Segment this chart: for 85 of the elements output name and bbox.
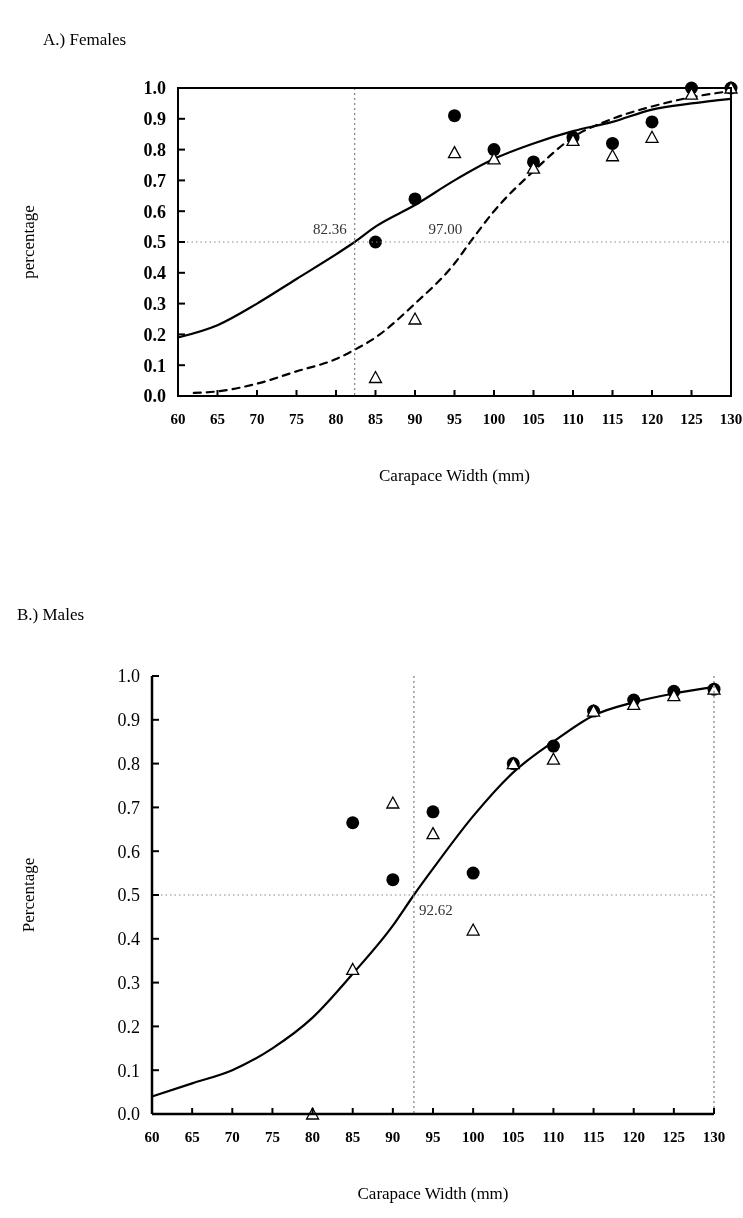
x-tick-label: 105 [502, 1129, 525, 1145]
y-tick-label: 0.5 [117, 885, 140, 906]
point [368, 370, 383, 384]
y-tick-label: 0.1 [143, 355, 166, 376]
x-tick-label: 125 [680, 411, 703, 427]
x-tick-label: 90 [407, 411, 423, 427]
y-tick-label: 0.8 [117, 753, 140, 774]
y-axis-title: Percentage [18, 857, 38, 933]
x-tick-label: 110 [562, 411, 584, 427]
y-tick-label: 1.0 [117, 666, 140, 687]
point [487, 152, 501, 165]
x-tick-label: 70 [249, 411, 265, 427]
x-tick-label: 60 [144, 1129, 160, 1145]
y-tick-label: 0.3 [143, 293, 166, 314]
y-tick-label: 0.4 [143, 263, 166, 284]
annotation: 97.00 [428, 221, 463, 237]
x-tick-label: 80 [328, 411, 344, 427]
x-tick-label: 85 [368, 411, 383, 427]
point [408, 312, 422, 325]
x-tick-label: 80 [305, 1129, 321, 1145]
x-tick-label: 65 [210, 411, 225, 427]
y-tick-label: 0.0 [117, 1104, 140, 1125]
point [546, 739, 560, 753]
y-tick-label: 1.0 [143, 78, 166, 99]
y-tick-label: 0.8 [143, 139, 166, 160]
x-tick-label: 110 [542, 1129, 565, 1145]
chart-title: A.) Females [43, 30, 127, 49]
y-tick-label: 0.1 [117, 1060, 140, 1081]
x-tick-label: 125 [662, 1129, 686, 1145]
y-tick-label: 0.9 [117, 710, 140, 731]
y-tick-label: 0.6 [117, 841, 140, 862]
x-tick-label: 75 [264, 1129, 280, 1145]
point [526, 161, 541, 174]
point [408, 192, 422, 206]
y-axis-title: percentage [18, 205, 38, 279]
point [386, 796, 400, 809]
x-tick-label: 95 [447, 411, 462, 427]
chart-title: B.) Males [17, 605, 85, 624]
y-tick-label: 0.2 [143, 324, 166, 345]
x-tick-label: 130 [702, 1129, 726, 1145]
point [684, 87, 699, 100]
x-tick-label: 100 [461, 1129, 485, 1145]
point [645, 115, 659, 129]
x-tick-label: 75 [289, 411, 304, 427]
x-tick-label: 90 [385, 1129, 401, 1145]
x-tick-label: 115 [582, 1129, 605, 1145]
x-tick-label: 100 [482, 411, 506, 427]
point [606, 136, 619, 150]
x-tick-label: 95 [425, 1129, 441, 1145]
point [546, 752, 561, 765]
annotation: 82.36 [312, 221, 348, 237]
annotation: 92.62 [418, 902, 453, 918]
x-axis-title: Carapace Width (mm) [379, 466, 530, 485]
x-tick-label: 70 [224, 1129, 240, 1145]
point [605, 149, 620, 162]
point [667, 689, 681, 702]
x-tick-label: 115 [601, 411, 624, 427]
x-tick-label: 120 [640, 411, 664, 427]
point [466, 923, 480, 936]
y-tick-label: 0.4 [117, 929, 140, 950]
point [369, 235, 382, 249]
y-tick-label: 0.7 [143, 170, 166, 191]
point [447, 146, 462, 159]
y-tick-label: 0.0 [143, 386, 166, 407]
point [466, 866, 480, 880]
y-tick-label: 0.9 [143, 109, 166, 130]
y-tick-label: 0.3 [117, 972, 140, 993]
x-tick-label: 65 [184, 1129, 200, 1145]
point [426, 827, 440, 840]
y-tick-label: 0.2 [117, 1016, 140, 1037]
x-tick-label: 85 [345, 1129, 361, 1145]
y-tick-label: 0.5 [143, 232, 166, 253]
point [426, 805, 440, 819]
x-tick-label: 120 [622, 1129, 645, 1145]
x-tick-label: 105 [522, 411, 545, 427]
x-tick-label: 60 [170, 411, 186, 427]
y-tick-label: 0.6 [143, 201, 166, 222]
point [645, 130, 659, 143]
x-tick-label: 130 [719, 411, 743, 427]
point [346, 962, 360, 976]
point [386, 873, 400, 887]
point [448, 109, 461, 123]
point [346, 816, 360, 830]
y-tick-label: 0.7 [117, 797, 140, 818]
x-axis-title: Carapace Width (mm) [357, 1184, 509, 1203]
